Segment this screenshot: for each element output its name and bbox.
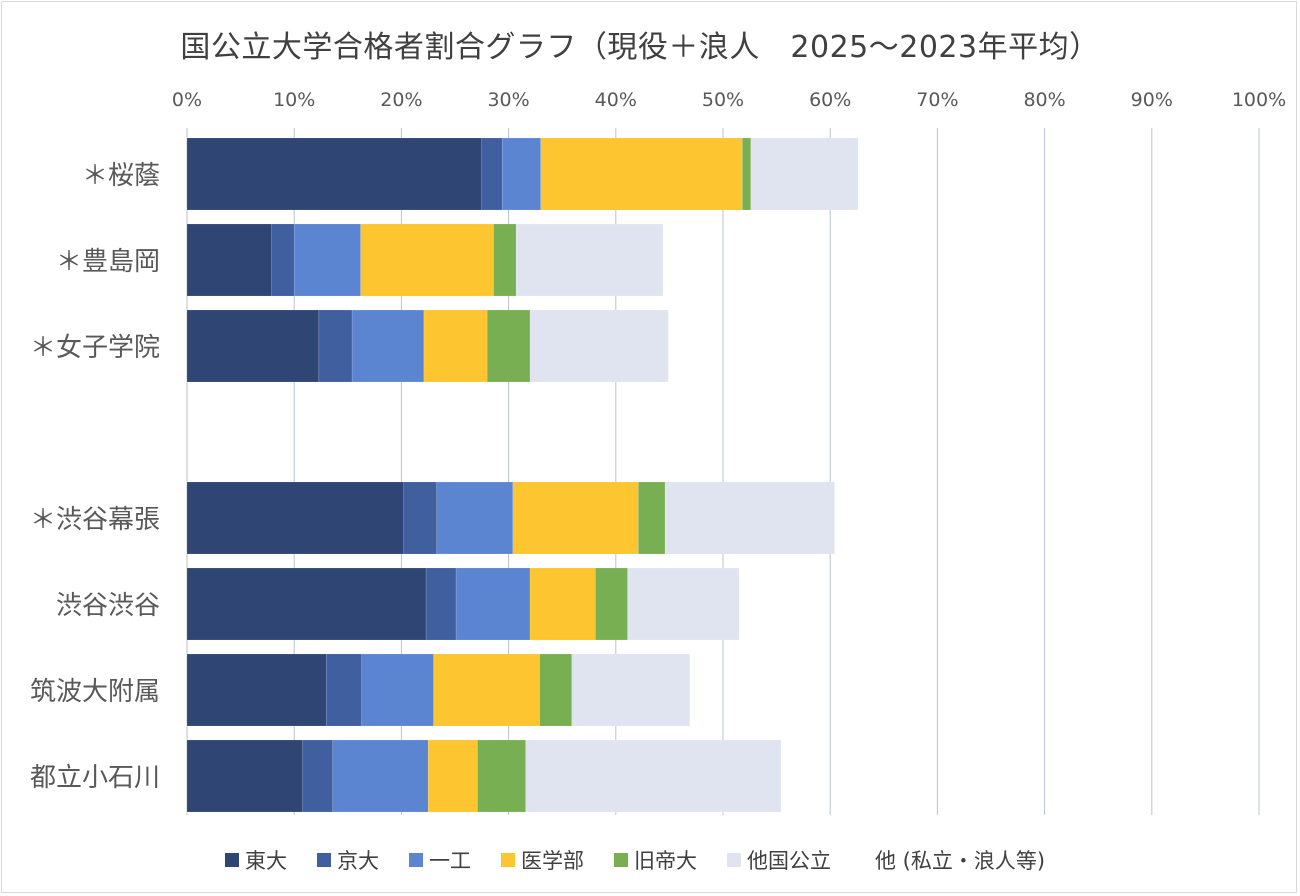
legend-swatch xyxy=(726,853,741,867)
legend-item: 他 (私立・浪人等) xyxy=(875,845,1045,875)
bar-segment xyxy=(481,137,503,211)
bar-segment xyxy=(186,481,404,555)
x-tick-label: 30% xyxy=(487,89,529,111)
x-tick-label: 90% xyxy=(1131,89,1173,111)
bar-segment xyxy=(493,223,517,297)
bar-segment xyxy=(423,309,488,383)
x-tick-label: 50% xyxy=(702,89,744,111)
legend-swatch xyxy=(316,853,331,867)
bar-segment xyxy=(750,137,859,211)
y-category-label: ＊豊島岡 xyxy=(56,247,160,277)
x-tick-label: 20% xyxy=(380,89,422,111)
bar-segment xyxy=(515,223,664,297)
bar-segment xyxy=(186,137,483,211)
x-tick-label: 80% xyxy=(1023,89,1065,111)
bar-segment xyxy=(436,481,514,555)
bar-segment xyxy=(427,739,478,813)
legend-item: 他国公立 xyxy=(726,845,831,875)
y-category-label: ＊桜蔭 xyxy=(82,161,160,191)
bar-segment xyxy=(539,653,573,727)
legend-swatch xyxy=(224,853,239,867)
bar-segment xyxy=(540,137,743,211)
bar-segment xyxy=(433,653,540,727)
bar-segment xyxy=(351,309,425,383)
y-category-label: 筑波大附属 xyxy=(30,677,160,707)
bar-segment xyxy=(403,481,438,555)
bar-segment xyxy=(638,481,666,555)
legend-label: 京大 xyxy=(336,849,379,873)
y-category-label: ＊渋谷幕張 xyxy=(30,505,160,535)
bar-segment xyxy=(332,739,429,813)
bar-segment xyxy=(455,567,531,641)
bar-segment xyxy=(186,653,327,727)
legend-swatch xyxy=(408,853,423,867)
bar-segment xyxy=(425,567,457,641)
legend-label: 東大 xyxy=(244,849,287,873)
bar-segment xyxy=(186,567,427,641)
bar-segment xyxy=(302,739,334,813)
legend-label: 他 (私立・浪人等) xyxy=(874,849,1046,873)
bar-segment xyxy=(501,137,542,211)
y-category-label: 都立小石川 xyxy=(30,763,160,793)
bar-segment xyxy=(326,653,362,727)
bar-segment xyxy=(477,739,527,813)
x-tick-label: 10% xyxy=(273,89,315,111)
legend-item: 医学部 xyxy=(500,845,584,875)
bar-segment xyxy=(595,567,628,641)
legend-item: 京大 xyxy=(316,845,379,875)
legend-label: 旧帝大 xyxy=(633,849,697,873)
legend-label: 一工 xyxy=(428,849,471,873)
bar-segment xyxy=(186,223,272,297)
y-category-label: ＊女子学院 xyxy=(30,333,160,363)
bar-segment xyxy=(742,137,752,211)
bar-segment xyxy=(529,567,596,641)
y-category-label: 渋谷渋谷 xyxy=(56,591,160,621)
x-tick-label: 100% xyxy=(1232,89,1286,111)
bar-segment xyxy=(627,567,740,641)
bar-segment xyxy=(525,739,782,813)
legend-label: 医学部 xyxy=(520,849,584,873)
bar-segment xyxy=(664,481,835,555)
x-tick-label: 0% xyxy=(172,89,202,111)
legend-item: 旧帝大 xyxy=(613,845,697,875)
legend-item: 一工 xyxy=(408,845,471,875)
bar-segment xyxy=(271,223,295,297)
bar-segment xyxy=(318,309,353,383)
bar-segment xyxy=(529,309,669,383)
bar-segment xyxy=(361,653,434,727)
x-tick-label: 60% xyxy=(809,89,851,111)
bar-segment xyxy=(486,309,531,383)
bar-segment xyxy=(186,739,304,813)
legend-swatch xyxy=(500,853,515,867)
bar-segment xyxy=(360,223,494,297)
chart-title: 国公立大学合格者割合グラフ（現役＋浪人 2025〜2023年平均） xyxy=(180,30,1100,65)
legend-swatch xyxy=(613,853,628,867)
chart-legend: 東大 京大 一工 医学部 旧帝大 他国公立 他 (私立・浪人等) xyxy=(0,845,1300,875)
x-tick-label: 40% xyxy=(595,89,637,111)
legend-item: 東大 xyxy=(224,845,287,875)
legend-label: 他国公立 xyxy=(746,849,831,873)
bar-segment xyxy=(512,481,639,555)
bar-segment xyxy=(293,223,361,297)
bar-segment xyxy=(571,653,691,727)
x-tick-label: 70% xyxy=(916,89,958,111)
bar-segment xyxy=(186,309,320,383)
